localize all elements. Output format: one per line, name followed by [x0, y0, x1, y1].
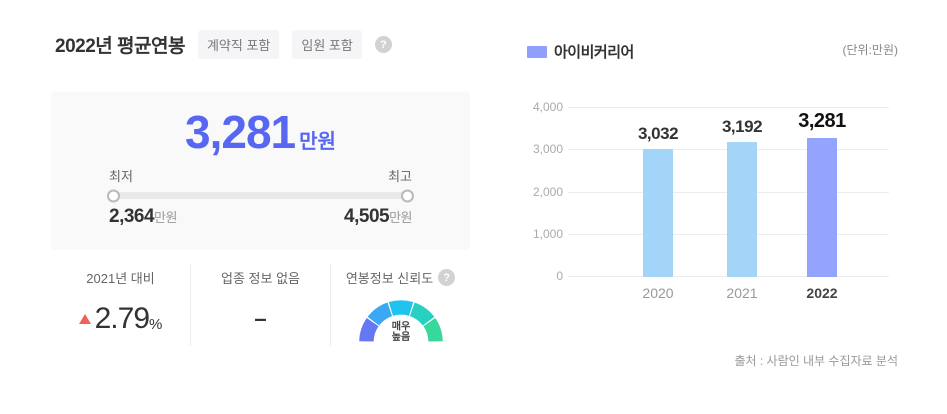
xaxis-label-2020: 2020 — [642, 285, 674, 301]
max-label: 최고 — [388, 169, 412, 185]
bar-chart-plot: 3,032 2020 3,192 2021 3,281 2022 — [568, 107, 889, 301]
yoy-value: 2.79 % — [51, 302, 190, 336]
ytick-label-4,000: 4,000 — [532, 100, 563, 114]
chart-bar-2022[interactable] — [807, 138, 837, 277]
chart-legend-item[interactable]: 아이비커리어 — [527, 41, 634, 62]
gridline-4,000 — [568, 107, 889, 108]
bar-value-label-2020: 3,032 — [637, 123, 679, 143]
reliability-help-icon[interactable]: ? — [438, 269, 456, 286]
salary-range-slider — [107, 189, 414, 203]
bar-value-label-2022: 3,281 — [798, 110, 846, 133]
stat-industry: 업종 정보 없음 – — [190, 264, 330, 346]
legend-label: 아이비커리어 — [554, 44, 634, 61]
max-salary: 4,505만원 — [344, 206, 412, 228]
xaxis-label-2021: 2021 — [726, 285, 758, 301]
stat-yoy: 2021년 대비 2.79 % — [51, 264, 190, 346]
help-icon[interactable]: ? — [374, 36, 392, 53]
average-salary-card: 3,281 만원 최저 최고 2,364만원 4,505만원 — [51, 92, 470, 250]
min-label: 최저 — [109, 169, 133, 185]
left-header: 2022년 평균연봉 계약직 포함 임원 포함 ? — [55, 30, 392, 59]
gauge-value-line2: 높음 — [391, 331, 410, 342]
up-triangle-icon — [78, 314, 91, 324]
ytick-label-3,000: 3,000 — [532, 142, 563, 157]
yoy-label: 2021년 대비 — [86, 271, 155, 286]
average-salary-value: 3,281 — [185, 106, 296, 158]
average-salary-unit: 만원 — [299, 131, 336, 153]
page-title: 2022년 평균연봉 — [55, 36, 185, 57]
slider-handle-min[interactable] — [107, 189, 120, 203]
gauge-value-line1: 매우 — [391, 320, 410, 333]
tag-contract-included: 계약직 포함 — [197, 30, 280, 59]
reliability-label: 연봉정보 신뢰도 ? — [346, 268, 456, 287]
tag-executives-included: 임원 포함 — [292, 30, 362, 59]
stat-reliability: 연봉정보 신뢰도 ? 매우 높음 — [330, 264, 470, 346]
ytick-label-1,000: 1,000 — [532, 226, 563, 241]
ytick-label-2,000: 2,000 — [532, 184, 563, 199]
ytick-label-0: 0 — [556, 269, 563, 283]
average-salary: 3,281 만원 — [51, 108, 470, 156]
industry-value: – — [254, 306, 267, 331]
slider-handle-max[interactable] — [401, 189, 414, 203]
xaxis-label-2022: 2022 — [806, 285, 838, 301]
chart-unit-note: (단위:만원) — [842, 43, 899, 57]
stats-row: 2021년 대비 2.79 % 업종 정보 없음 – 연봉정보 신뢰도 ? — [51, 264, 470, 346]
gauge-arc: 매우 높음 — [358, 300, 443, 343]
salary-range: 최저 최고 2,364만원 4,505만원 — [107, 166, 414, 228]
industry-label: 업종 정보 없음 — [221, 271, 300, 286]
chart-bar-2021[interactable] — [727, 142, 757, 277]
chart-bar-2020[interactable] — [643, 148, 673, 277]
bar-value-label-2021: 3,192 — [721, 117, 763, 137]
min-salary: 2,364만원 — [109, 206, 177, 228]
reliability-gauge: 매우 높음 — [331, 294, 470, 347]
legend-color-swatch — [527, 45, 547, 58]
source-note: 출처 : 사람인 내부 수집자료 분석 — [734, 354, 898, 368]
